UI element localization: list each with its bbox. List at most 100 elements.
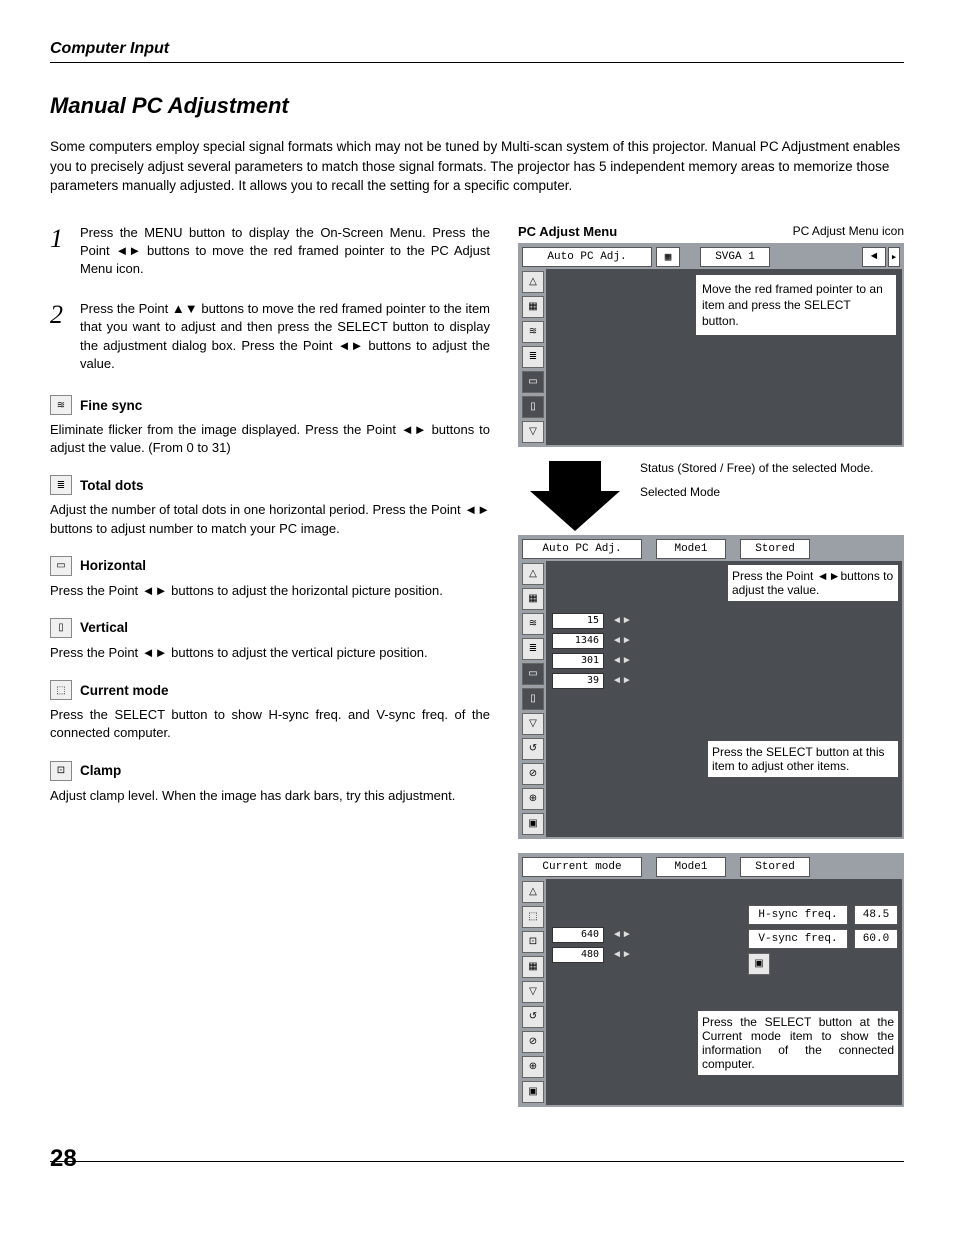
icon-sidebar: △ ⬚ ⊡ ▦ ▽ ↺ ⊘ ⊕ ▣	[520, 879, 546, 1105]
feature-title: Current mode	[80, 683, 169, 698]
icon-sidebar: △ ▦ ≋ ≣ ▭ ▯ ▽ ↺ ⊘ ⊕ ▣	[520, 561, 546, 837]
feature-vertical: ▯ Vertical Press the Point ◄► buttons to…	[50, 618, 490, 662]
big-arrow-icon	[530, 491, 620, 531]
value-box: 480	[552, 947, 604, 963]
feature-title: Fine sync	[80, 398, 142, 413]
feature-desc: Press the SELECT button to show H-sync f…	[50, 706, 490, 742]
feature-desc: Adjust clamp level. When the image has d…	[50, 787, 490, 805]
horizontal-icon[interactable]: ▭	[522, 371, 544, 393]
value-box: 15	[552, 613, 604, 629]
point-note: Press the Point ◄►buttons to adjust the …	[728, 565, 898, 601]
freq-value: 48.5	[854, 905, 898, 925]
feature-title: Clamp	[80, 763, 121, 778]
fine-sync-icon: ≋	[50, 395, 72, 415]
icon-sidebar: △ ▦ ≋ ≣ ▭ ▯ ▽	[520, 269, 546, 445]
up-arrow-icon[interactable]: △	[522, 881, 544, 903]
value-box: 1346	[552, 633, 604, 649]
feature-current-mode: ⬚ Current mode Press the SELECT button t…	[50, 680, 490, 742]
feature-horizontal: ▭ Horizontal Press the Point ◄► buttons …	[50, 556, 490, 600]
intro-paragraph: Some computers employ special signal for…	[50, 137, 904, 196]
freq-label: H-sync freq.	[748, 905, 848, 925]
feature-title: Total dots	[80, 478, 144, 493]
nav-icon[interactable]: ▸	[888, 247, 900, 267]
feature-title: Horizontal	[80, 558, 146, 573]
fine-sync-icon[interactable]: ≋	[522, 321, 544, 343]
clamp-icon[interactable]: ⊡	[522, 931, 544, 953]
step-number: 2	[50, 300, 80, 373]
quit-icon[interactable]: ▣	[522, 813, 544, 835]
vertical-icon: ▯	[50, 618, 72, 638]
bar-status: Stored	[740, 857, 810, 877]
reset-icon[interactable]: ↺	[522, 738, 544, 760]
display-area-icon[interactable]: ▦	[522, 956, 544, 978]
horizontal-icon[interactable]: ▭	[522, 663, 544, 685]
down-arrow-icon[interactable]: ▽	[522, 713, 544, 735]
page-title: Manual PC Adjustment	[50, 93, 904, 119]
total-dots-icon[interactable]: ≣	[522, 346, 544, 368]
feature-clamp: ⊡ Clamp Adjust clamp level. When the ima…	[50, 761, 490, 805]
adjust-arrows-icon[interactable]: ◄►	[612, 675, 632, 686]
up-arrow-icon[interactable]: △	[522, 563, 544, 585]
adjust-arrows-icon[interactable]: ◄►	[612, 929, 632, 940]
vertical-icon[interactable]: ▯	[522, 396, 544, 418]
step-item: 1 Press the MENU button to display the O…	[50, 224, 490, 279]
selected-mode-note: Selected Mode	[640, 485, 904, 499]
bar-label: Auto PC Adj.	[522, 539, 642, 559]
right-column: PC Adjust Menu PC Adjust Menu icon Auto …	[518, 224, 904, 1121]
bar-mode: SVGA 1	[700, 247, 770, 267]
last-note: Press the SELECT button at the Current m…	[698, 1011, 898, 1075]
up-arrow-icon[interactable]: △	[522, 271, 544, 293]
fine-sync-icon[interactable]: ≋	[522, 613, 544, 635]
feature-title: Vertical	[80, 620, 128, 635]
bar-mode: Mode1	[656, 857, 726, 877]
horizontal-icon: ▭	[50, 556, 72, 576]
value-box: 301	[552, 653, 604, 669]
freq-value: 60.0	[854, 929, 898, 949]
pc-adjust-panel-1: Auto PC Adj. ▦ SVGA 1 ◄ ▸ △ ▦ ≋ ≣ ▭ ▯ ▽	[518, 243, 904, 447]
step-item: 2 Press the Point ▲▼ buttons to move the…	[50, 300, 490, 373]
quit-icon[interactable]: ▣	[748, 953, 770, 975]
current-mode-icon: ⬚	[50, 680, 72, 700]
store-icon[interactable]: ⊕	[522, 788, 544, 810]
clamp-icon: ⊡	[50, 761, 72, 781]
total-dots-icon: ≣	[50, 475, 72, 495]
adjust-arrows-icon[interactable]: ◄►	[612, 655, 632, 666]
step-text: Press the Point ▲▼ buttons to move the r…	[80, 300, 490, 373]
select-note: Press the SELECT button at this item to …	[708, 741, 898, 777]
current-mode-icon[interactable]: ⬚	[522, 906, 544, 928]
auto-pc-icon[interactable]: ▦	[522, 296, 544, 318]
freq-label: V-sync freq.	[748, 929, 848, 949]
feature-desc: Press the Point ◄► buttons to adjust the…	[50, 582, 490, 600]
nav-icon[interactable]: ◄	[862, 247, 886, 267]
feature-desc: Adjust the number of total dots in one h…	[50, 501, 490, 537]
store-icon[interactable]: ⊕	[522, 1056, 544, 1078]
section-header: Computer Input	[50, 40, 169, 57]
mode-free-icon[interactable]: ⊘	[522, 763, 544, 785]
bar-status: Stored	[740, 539, 810, 559]
reset-icon[interactable]: ↺	[522, 1006, 544, 1028]
total-dots-icon[interactable]: ≣	[522, 638, 544, 660]
value-box: 39	[552, 673, 604, 689]
auto-pc-icon[interactable]: ▦	[522, 588, 544, 610]
bar-label: Current mode	[522, 857, 642, 877]
vertical-icon[interactable]: ▯	[522, 688, 544, 710]
menu-title: PC Adjust Menu	[518, 224, 617, 239]
down-arrow-icon[interactable]: ▽	[522, 981, 544, 1003]
adjust-arrows-icon[interactable]: ◄►	[612, 615, 632, 626]
bar-icon: ▦	[656, 247, 680, 267]
down-arrow-icon[interactable]: ▽	[522, 421, 544, 443]
feature-desc: Press the Point ◄► buttons to adjust the…	[50, 644, 490, 662]
bar-label: Auto PC Adj.	[522, 247, 652, 267]
footer-rule	[50, 1161, 904, 1163]
adjust-arrows-icon[interactable]: ◄►	[612, 635, 632, 646]
feature-desc: Eliminate flicker from the image display…	[50, 421, 490, 457]
bar-mode: Mode1	[656, 539, 726, 559]
step-text: Press the MENU button to display the On-…	[80, 224, 490, 279]
page-number: 28	[50, 1145, 77, 1173]
quit-icon[interactable]: ▣	[522, 1081, 544, 1103]
big-arrow-icon	[549, 461, 601, 491]
pc-adjust-panel-2: Auto PC Adj. Mode1 Stored △ ▦ ≋ ≣ ▭ ▯ ▽ …	[518, 535, 904, 839]
mode-free-icon[interactable]: ⊘	[522, 1031, 544, 1053]
adjust-arrows-icon[interactable]: ◄►	[612, 949, 632, 960]
feature-fine-sync: ≋ Fine sync Eliminate flicker from the i…	[50, 395, 490, 457]
